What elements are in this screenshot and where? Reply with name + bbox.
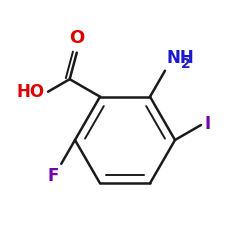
Text: 2: 2 xyxy=(181,57,190,71)
Text: F: F xyxy=(48,167,59,185)
Text: O: O xyxy=(69,29,84,47)
Text: NH: NH xyxy=(166,49,194,67)
Text: I: I xyxy=(205,115,211,133)
Text: HO: HO xyxy=(17,83,45,101)
